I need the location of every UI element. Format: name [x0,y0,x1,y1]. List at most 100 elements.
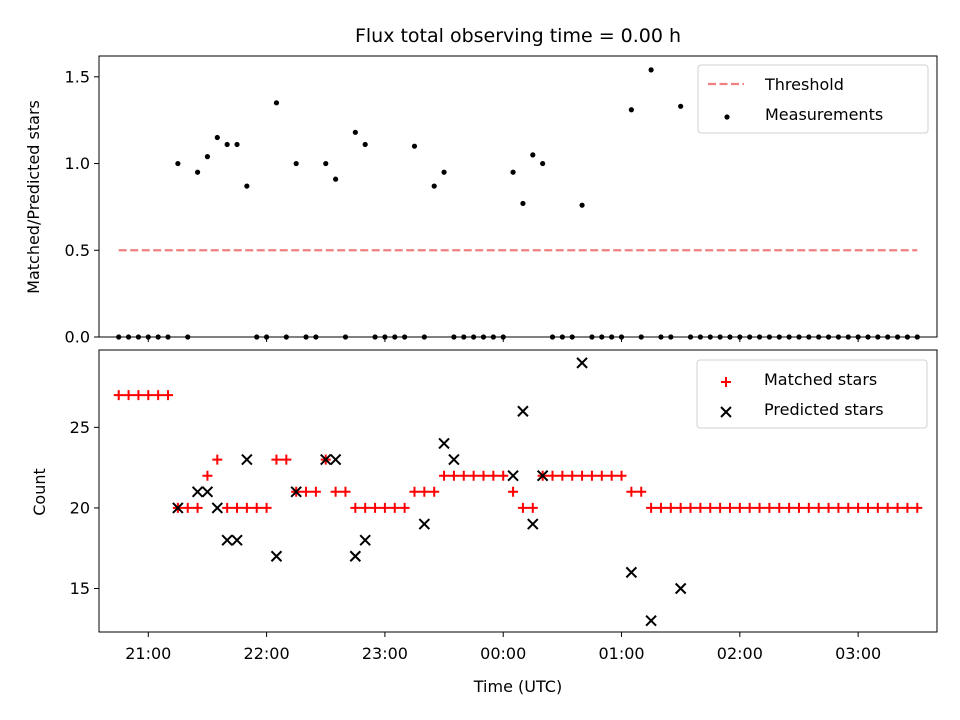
predicted-star-marker [507,469,519,482]
predicted-star-marker [270,550,283,562]
measurement-point [431,183,437,189]
matched-star-marker [784,502,795,513]
predicted-star-marker [645,615,657,627]
measurement-point [540,160,546,167]
predicted-star-marker [231,534,243,546]
y-tick-label: 1.5 [65,67,90,86]
measurement-point [333,176,339,182]
measurement-point [293,160,299,167]
matched-star-marker [419,486,430,497]
predicted-star-marker [625,566,638,579]
predicted-star-marker [517,405,529,417]
measurement-point [234,141,240,148]
top-chart-title: Flux total observing time = 0.00 h [355,25,681,47]
matched-star-marker [705,502,716,513]
matched-star-marker [409,486,420,497]
matched-star-marker [241,502,252,513]
matched-star-marker [675,502,686,513]
matched-star-marker [626,486,637,497]
y-tick-label: 0.5 [65,241,90,260]
matched-star-marker [439,470,450,481]
measurement-point [214,134,220,141]
legend-label: Predicted stars [764,400,884,419]
matched-star-marker [113,390,124,401]
matched-star-marker [468,470,479,481]
matched-star-marker [843,502,854,513]
matched-star-marker [517,502,528,513]
matched-star-marker [744,502,755,513]
legend-measurement-swatch [724,114,730,120]
measurement-point [194,169,201,175]
matched-star-marker [399,502,410,513]
matched-star-marker [606,470,617,481]
matched-star-marker [202,470,213,481]
matched-star-marker [586,470,597,481]
matched-star-marker [232,502,243,513]
matched-star-marker [330,486,341,497]
matched-star-marker [508,486,519,497]
measurement-point [520,200,526,207]
matched-star-marker [862,502,873,513]
matched-star-marker [261,502,272,513]
x-tick-label: 22:00 [244,644,290,663]
matched-star-marker [853,502,864,513]
matched-star-marker [153,390,164,401]
legend-label: Threshold [764,75,844,94]
legend-label: Matched stars [764,370,877,389]
matched-star-marker [271,454,282,465]
predicted-star-marker [576,357,588,369]
matched-star-marker [133,390,144,401]
predicted-star-marker [438,437,450,450]
predicted-star-marker [290,486,302,498]
x-tick-label: 02:00 [717,644,763,663]
measurement-point [175,160,181,167]
predicted-star-marker [359,534,371,546]
matched-star-marker [389,502,400,513]
matched-star-marker [724,502,735,513]
measurement-point [204,154,211,160]
matched-star-marker [163,390,174,401]
predicted-star-marker [418,518,431,530]
matched-star-marker [872,502,883,513]
legend-box [697,64,929,134]
matched-star-marker [813,502,824,513]
x-tick-label: 01:00 [598,644,644,663]
matched-star-marker [902,502,913,513]
legend-box [696,359,928,429]
matched-star-marker [715,502,726,513]
matched-star-marker [182,502,193,513]
matched-star-marker [636,486,647,497]
matched-star-marker [833,502,844,513]
predicted-star-marker [536,469,549,482]
predicted-star-marker [349,550,362,562]
y-tick-label: 1.0 [65,154,90,173]
matched-star-marker [370,502,381,513]
measurement-point [530,152,536,158]
matched-star-marker [912,502,923,513]
x-tick-label: 03:00 [835,644,881,663]
matched-star-marker [340,486,351,497]
matched-star-marker [360,502,371,513]
matched-star-marker [567,470,578,481]
predicted-star-marker [191,486,204,498]
matched-star-marker [379,502,390,513]
top-y-axis-label: Matched/Predicted stars [24,100,43,294]
measurement-point [411,143,418,149]
matched-star-marker [823,502,834,513]
matched-star-marker [547,470,558,481]
measurement-point [441,169,447,175]
matched-star-marker [646,502,657,513]
predicted-star-marker [221,534,233,546]
predicted-star-marker [241,453,253,466]
matched-star-marker [429,486,440,497]
measurement-point [510,169,516,175]
x-tick-label: 21:00 [125,644,171,663]
predicted-star-marker [448,453,460,466]
y-tick-label: 0.0 [65,328,90,347]
predicted-star-marker [527,518,539,530]
predicted-star-marker [211,502,224,514]
x-tick-label: 00:00 [480,644,526,663]
measurement-point [678,103,684,109]
matched-star-marker [764,502,775,513]
matched-star-marker [774,502,785,513]
